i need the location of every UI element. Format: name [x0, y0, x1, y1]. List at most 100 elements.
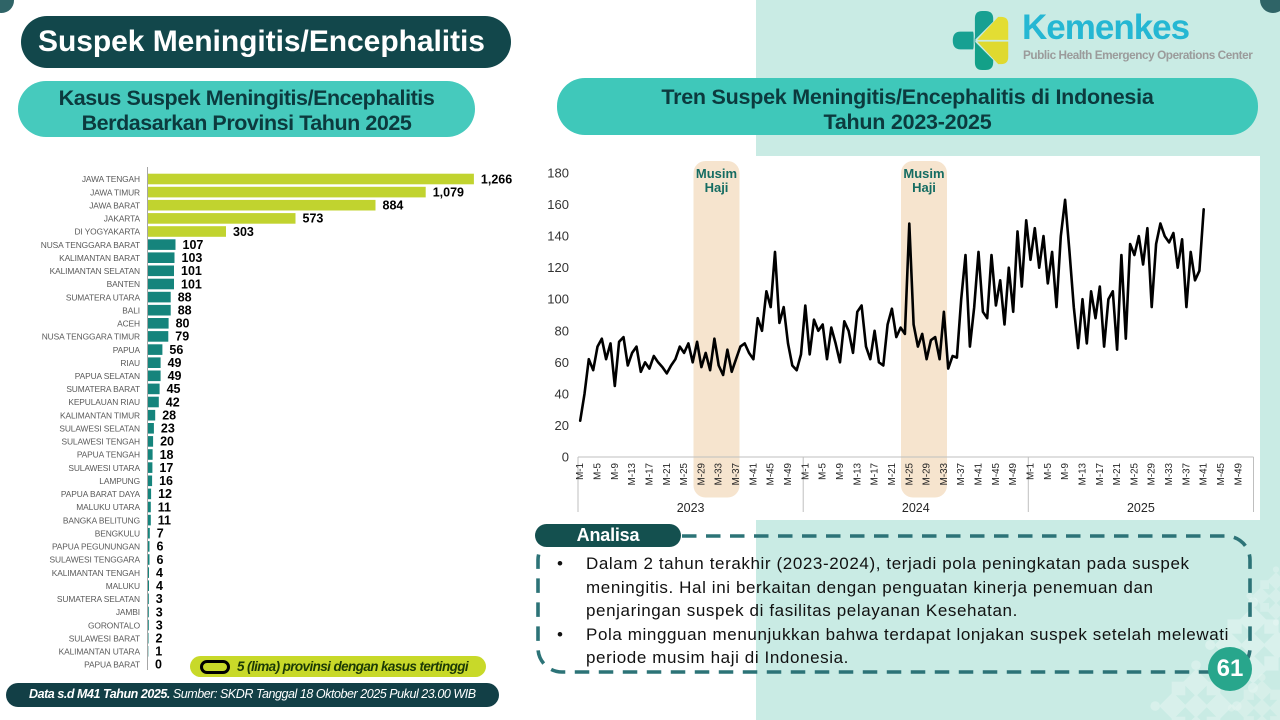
svg-text:103: 103 [182, 251, 203, 265]
svg-text:28: 28 [162, 409, 176, 423]
svg-text:PAPUA BARAT DAYA: PAPUA BARAT DAYA [61, 489, 141, 499]
svg-text:M-45: M-45 [991, 462, 1002, 485]
svg-text:M-49: M-49 [783, 463, 794, 485]
svg-text:101: 101 [181, 264, 202, 278]
svg-text:1,266: 1,266 [481, 172, 512, 186]
svg-text:M-25: M-25 [1129, 462, 1140, 485]
svg-text:KALIMANTAN SELATAN: KALIMANTAN SELATAN [50, 266, 140, 276]
svg-text:KALIMANTAN BARAT: KALIMANTAN BARAT [59, 253, 140, 263]
svg-text:12: 12 [158, 487, 172, 501]
svg-text:1,079: 1,079 [433, 185, 464, 199]
svg-text:M-17: M-17 [1095, 463, 1106, 485]
svg-text:GORONTALO: GORONTALO [88, 620, 141, 630]
svg-text:BANTEN: BANTEN [107, 279, 140, 289]
svg-text:M-13: M-13 [627, 462, 638, 485]
svg-text:M-29: M-29 [1147, 463, 1158, 485]
svg-text:1: 1 [155, 645, 162, 659]
svg-text:M-5: M-5 [1043, 462, 1054, 479]
svg-text:Haji: Haji [705, 180, 729, 195]
svg-text:11: 11 [158, 513, 171, 527]
svg-text:M-33: M-33 [714, 462, 725, 485]
svg-text:M-21: M-21 [887, 463, 898, 485]
svg-text:Haji: Haji [912, 180, 936, 195]
svg-text:16: 16 [159, 474, 173, 488]
svg-text:M-1: M-1 [575, 463, 586, 480]
svg-text:3: 3 [156, 605, 163, 619]
svg-text:M-45: M-45 [1216, 462, 1227, 485]
svg-text:M-41: M-41 [974, 463, 985, 485]
svg-text:M-21: M-21 [1112, 463, 1123, 485]
svg-text:SULAWESI SELATAN: SULAWESI SELATAN [59, 424, 140, 434]
svg-text:M-1: M-1 [800, 463, 811, 480]
svg-text:M-13: M-13 [852, 462, 863, 485]
svg-text:JAWA TENGAH: JAWA TENGAH [82, 174, 140, 184]
svg-text:M-41: M-41 [748, 463, 759, 485]
svg-text:M-25: M-25 [679, 462, 690, 485]
svg-text:80: 80 [555, 323, 569, 338]
svg-text:MALUKU UTARA: MALUKU UTARA [76, 502, 140, 512]
svg-text:M-13: M-13 [1078, 462, 1089, 485]
svg-text:20: 20 [160, 435, 174, 449]
svg-text:JAKARTA: JAKARTA [104, 214, 141, 224]
svg-text:23: 23 [161, 422, 175, 436]
svg-text:M-5: M-5 [593, 462, 604, 479]
svg-text:KALIMANTAN TIMUR: KALIMANTAN TIMUR [60, 410, 140, 420]
svg-text:BALI: BALI [122, 305, 140, 315]
svg-text:100: 100 [547, 292, 569, 307]
svg-text:SULAWESI TENGGARA: SULAWESI TENGGARA [50, 555, 141, 565]
svg-text:M-9: M-9 [1060, 463, 1071, 480]
svg-text:88: 88 [178, 290, 192, 304]
svg-text:M-37: M-37 [1181, 463, 1192, 485]
svg-text:107: 107 [183, 238, 204, 252]
svg-text:88: 88 [178, 304, 192, 318]
svg-text:2: 2 [156, 632, 163, 646]
svg-text:2023: 2023 [677, 501, 705, 515]
svg-text:MALUKU: MALUKU [106, 581, 140, 591]
svg-text:4: 4 [156, 566, 163, 580]
svg-text:18: 18 [160, 448, 174, 462]
svg-text:JAMBI: JAMBI [116, 607, 140, 617]
svg-text:PAPUA: PAPUA [113, 345, 141, 355]
svg-text:NUSA TENGGARA TIMUR: NUSA TENGGARA TIMUR [42, 332, 140, 342]
svg-text:SULAWESI TENGAH: SULAWESI TENGAH [61, 437, 140, 447]
svg-text:Musim: Musim [696, 166, 737, 181]
svg-text:PAPUA SELATAN: PAPUA SELATAN [75, 371, 140, 381]
svg-text:0: 0 [155, 658, 162, 672]
svg-text:M-29: M-29 [696, 463, 707, 485]
svg-text:M-25: M-25 [904, 462, 915, 485]
svg-text:PAPUA BARAT: PAPUA BARAT [84, 660, 140, 670]
svg-text:M-21: M-21 [662, 463, 673, 485]
svg-text:6: 6 [157, 553, 164, 567]
svg-text:KALIMANTAN UTARA: KALIMANTAN UTARA [59, 647, 141, 657]
svg-text:303: 303 [233, 225, 254, 239]
svg-text:JAWA BARAT: JAWA BARAT [89, 200, 140, 210]
svg-text:49: 49 [168, 356, 182, 370]
svg-text:7: 7 [157, 527, 164, 541]
svg-text:56: 56 [169, 343, 183, 357]
svg-text:PAPUA TENGAH: PAPUA TENGAH [77, 450, 140, 460]
svg-text:M-49: M-49 [1233, 463, 1244, 485]
svg-text:M-49: M-49 [1008, 463, 1019, 485]
svg-text:M-29: M-29 [922, 463, 933, 485]
svg-text:M-33: M-33 [1164, 462, 1175, 485]
svg-text:2024: 2024 [902, 501, 930, 515]
svg-text:M-37: M-37 [731, 463, 742, 485]
svg-text:101: 101 [181, 277, 202, 291]
svg-text:Musim: Musim [903, 166, 944, 181]
svg-text:80: 80 [176, 317, 190, 331]
svg-text:RIAU: RIAU [120, 358, 140, 368]
svg-text:120: 120 [547, 260, 569, 275]
svg-text:SUMATERA UTARA: SUMATERA UTARA [66, 292, 141, 302]
svg-text:11: 11 [158, 500, 171, 514]
svg-text:M-45: M-45 [766, 462, 777, 485]
svg-text:3: 3 [156, 592, 163, 606]
svg-text:SUMATERA SELATAN: SUMATERA SELATAN [57, 594, 140, 604]
svg-text:45: 45 [167, 382, 181, 396]
svg-text:LAMPUNG: LAMPUNG [99, 476, 140, 486]
svg-text:BENGKULU: BENGKULU [95, 528, 140, 538]
svg-text:3: 3 [156, 618, 163, 632]
svg-text:17: 17 [159, 461, 173, 475]
svg-text:JAWA TIMUR: JAWA TIMUR [90, 187, 140, 197]
svg-text:160: 160 [547, 197, 569, 212]
svg-text:KEPULAUAN RIAU: KEPULAUAN RIAU [68, 397, 140, 407]
